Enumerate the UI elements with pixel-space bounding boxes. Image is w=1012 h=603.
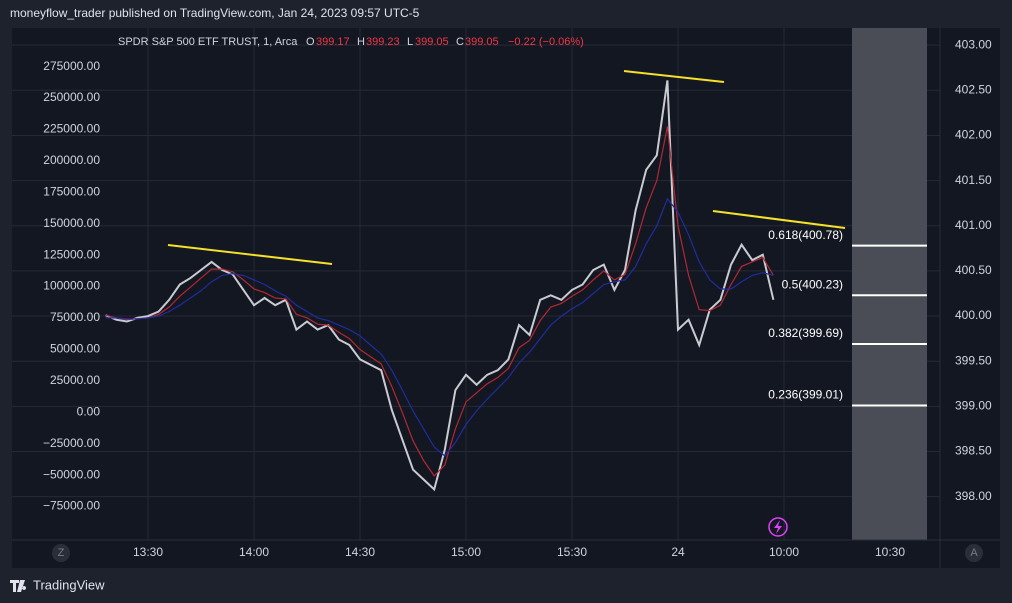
- y-tick-label: −25000.00: [43, 436, 100, 450]
- x-tick-label: 10:00: [769, 545, 799, 559]
- x-tick-label: 14:00: [239, 545, 269, 559]
- y-tick-label: 25000.00: [50, 373, 100, 387]
- y2-tick-label: 401.00: [955, 218, 992, 232]
- y-tick-label: 50000.00: [50, 342, 100, 356]
- y-tick-label: 0.00: [77, 404, 101, 418]
- y-tick-label: 225000.00: [43, 122, 100, 136]
- trend-line: [167, 244, 333, 265]
- brand-logo: [10, 580, 27, 592]
- y-tick-label: 100000.00: [43, 279, 100, 293]
- brand: TradingView: [33, 577, 105, 592]
- auto-button[interactable]: [965, 544, 983, 562]
- event-icon-bolt: [774, 520, 782, 534]
- fib-shade: [852, 28, 927, 540]
- y-tick-label: −50000.00: [43, 467, 100, 481]
- y2-tick-label: 401.50: [955, 173, 992, 187]
- y-tick-label: 200000.00: [43, 153, 100, 167]
- y-tick-label: 175000.00: [43, 184, 100, 198]
- legend-o-label: O: [306, 36, 315, 48]
- legend-symbol: SPDR S&P 500 ETF TRUST, 1, Arca: [118, 36, 298, 48]
- series-line: [105, 80, 775, 492]
- x-tick-label: 10:30: [875, 545, 905, 559]
- y-tick-label: 150000.00: [43, 216, 100, 230]
- series-group: [105, 80, 775, 492]
- y2-tick-label: 402.00: [955, 128, 992, 142]
- zoom-button[interactable]: [52, 544, 70, 562]
- trend-line: [623, 70, 725, 83]
- series-line: [105, 126, 774, 477]
- y2-tick-label: 402.50: [955, 82, 992, 96]
- legend-h: 399.23: [366, 36, 400, 48]
- publisher: moneyflow_trader published on TradingVie…: [10, 6, 420, 20]
- y-tick-label: 75000.00: [50, 310, 100, 324]
- fib-label: 0.5(400.23): [782, 277, 843, 291]
- axes: 275000.00 250000.00 225000.00 200000.00 1750…: [43, 37, 992, 559]
- y-tick-label: −75000.00: [43, 499, 100, 513]
- y2-tick-label: 399.50: [955, 353, 992, 367]
- legend-change: −0.22 (−0.06%): [508, 36, 584, 48]
- y2-tick-label: 398.50: [955, 444, 992, 458]
- x-tick-label: 14:30: [345, 545, 375, 559]
- legend-l: 399.05: [415, 36, 449, 48]
- y-tick-label: 275000.00: [43, 59, 100, 73]
- x-tick-label: 24: [671, 545, 685, 559]
- fib-label: 0.382(399.69): [768, 326, 843, 340]
- y2-tick-label: 399.00: [955, 399, 992, 413]
- y2-tick-label: 400.00: [955, 308, 992, 322]
- legend-h-label: H: [357, 36, 365, 48]
- y-tick-label: 125000.00: [43, 247, 100, 261]
- fib-label: 0.236(399.01): [768, 388, 843, 402]
- legend-o: 399.17: [316, 36, 350, 48]
- zoom-button-label: Z: [58, 547, 65, 559]
- x-tick-label: 13:30: [133, 545, 163, 559]
- legend-c-label: C: [456, 36, 464, 48]
- x-tick-label: 15:00: [451, 545, 481, 559]
- trend-line: [712, 210, 846, 229]
- auto-button-label: A: [970, 547, 978, 559]
- event-icon[interactable]: [768, 517, 788, 537]
- series-line: [105, 197, 774, 457]
- fib-label: 0.618(400.78): [768, 228, 843, 242]
- x-tick-label: 15:30: [557, 545, 587, 559]
- legend-l-label: L: [407, 36, 413, 48]
- y2-tick-label: 398.00: [955, 489, 992, 503]
- plot-area: [12, 28, 1000, 568]
- y-tick-label: 250000.00: [43, 90, 100, 104]
- y2-tick-label: 400.50: [955, 263, 992, 277]
- y2-tick-label: 403.00: [955, 37, 992, 51]
- legend-c: 399.05: [465, 36, 499, 48]
